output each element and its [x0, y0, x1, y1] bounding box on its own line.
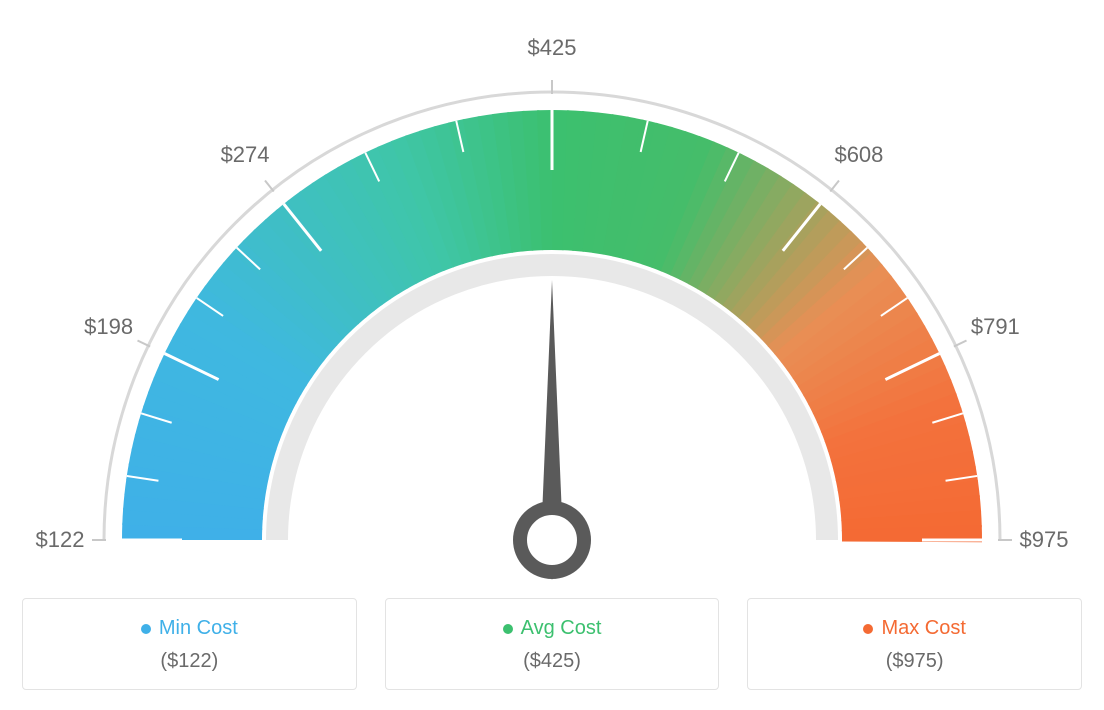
legend-value-max: ($975) [758, 650, 1071, 673]
legend-dot-icon [503, 624, 513, 634]
gauge-tick-label: $198 [84, 314, 133, 340]
legend-dot-icon [141, 624, 151, 634]
legend-value-avg: ($425) [396, 650, 709, 673]
legend-dot-icon [863, 624, 873, 634]
gauge-tick-label: $608 [834, 142, 883, 168]
gauge-needle-hub [520, 508, 584, 572]
legend-title-text: Max Cost [881, 617, 965, 639]
legend-card-min: Min Cost ($122) [22, 598, 357, 690]
gauge-tick-label: $122 [36, 527, 85, 553]
cost-gauge-chart: $122 $198 $274 $425 $608 $791 $975 [22, 20, 1082, 580]
legend-title-text: Avg Cost [521, 617, 602, 639]
gauge-tick-label: $975 [1020, 527, 1069, 553]
gauge-tick-label: $274 [221, 142, 270, 168]
legend-row: Min Cost ($122) Avg Cost ($425) Max Cost ($97… [22, 598, 1082, 690]
legend-title-min: Min Cost [33, 617, 346, 640]
legend-title-text: Min Cost [159, 617, 238, 639]
legend-title-avg: Avg Cost [396, 617, 709, 640]
legend-value-min: ($122) [33, 650, 346, 673]
legend-card-max: Max Cost ($975) [747, 598, 1082, 690]
gauge-svg [22, 20, 1082, 580]
legend-card-avg: Avg Cost ($425) [385, 598, 720, 690]
legend-title-max: Max Cost [758, 617, 1071, 640]
gauge-tick-label: $425 [528, 35, 577, 61]
gauge-tick-label: $791 [971, 314, 1020, 340]
